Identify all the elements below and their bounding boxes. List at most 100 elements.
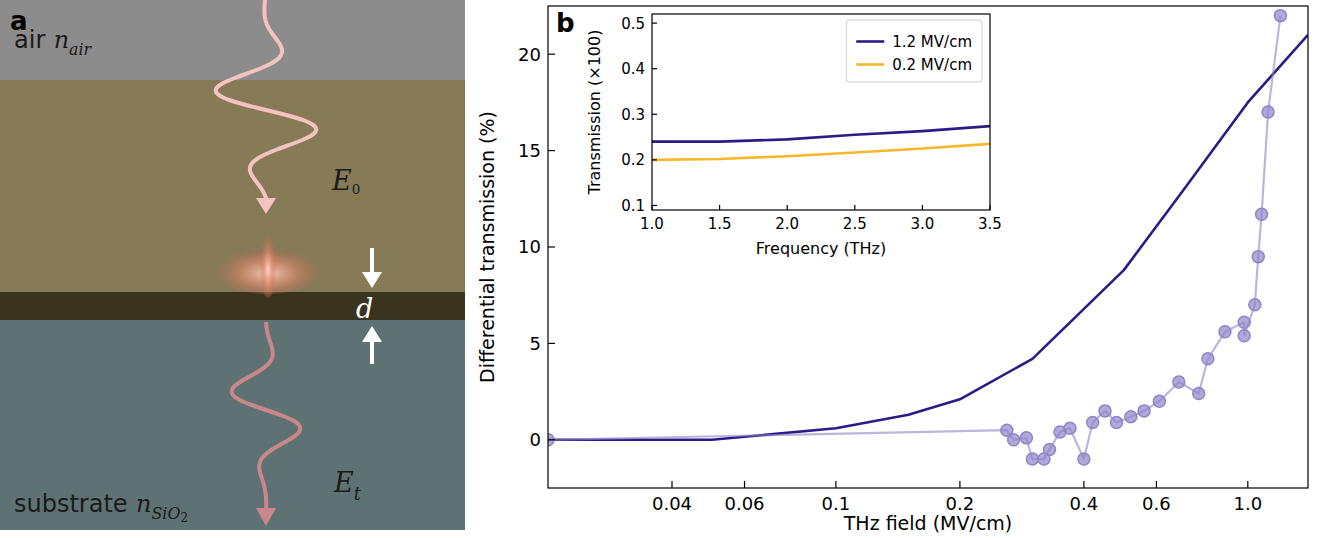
data-point bbox=[1274, 10, 1286, 22]
figure: airnairE0dEtsubstratenSiO2a0.040.060.10.… bbox=[0, 0, 1320, 538]
legend-swatch bbox=[856, 63, 884, 66]
series-line bbox=[652, 144, 990, 160]
glow-core bbox=[259, 226, 277, 298]
label-subscript: SiO bbox=[151, 504, 180, 523]
x-tick bbox=[959, 481, 960, 488]
data-point bbox=[1087, 416, 1099, 428]
x-tick-label: 1.5 bbox=[708, 215, 732, 233]
data-point bbox=[1043, 443, 1055, 455]
data-point bbox=[1193, 388, 1205, 400]
y-tick-label: 0.2 bbox=[621, 151, 645, 169]
label-symbol: E bbox=[333, 467, 354, 498]
panel-letter: a bbox=[10, 6, 28, 36]
x-axis-title: Frequency (THz) bbox=[756, 239, 886, 258]
y-tick-label: 0.3 bbox=[621, 106, 645, 124]
label-subscript-digit: 0 bbox=[352, 181, 361, 197]
data-point bbox=[1138, 405, 1150, 417]
x-tick-label: 0.04 bbox=[652, 493, 692, 514]
label-subscript: t bbox=[354, 483, 362, 504]
diagram-label: substrate nSiO2 bbox=[14, 490, 188, 525]
data-point bbox=[1008, 434, 1020, 446]
legend-label: 1.2 MV/cm bbox=[892, 33, 972, 51]
data-point bbox=[1099, 405, 1111, 417]
x-tick-label: 1.0 bbox=[640, 215, 664, 233]
chart: 1.0 1.5 2.0 2.5 3.0 3.5 0.1 0.2 0.3 0.4 0.5 Frequen… bbox=[578, 8, 1002, 262]
x-tick bbox=[1156, 481, 1157, 488]
panel-letter: b bbox=[556, 8, 575, 38]
legend-swatch bbox=[856, 40, 884, 43]
data-point bbox=[1202, 353, 1214, 365]
y-tick bbox=[652, 68, 657, 69]
x-tick-label: 0.4 bbox=[1070, 493, 1099, 514]
data-point bbox=[1262, 106, 1274, 118]
x-axis-title: THz field (MV/cm) bbox=[843, 512, 1013, 534]
x-tick bbox=[922, 205, 923, 210]
y-tick-label: 0.5 bbox=[621, 15, 645, 33]
y-tick-label: 0.1 bbox=[621, 197, 645, 215]
x-tick-label: 2.0 bbox=[775, 215, 799, 233]
x-tick-label: 0.6 bbox=[1142, 493, 1171, 514]
data-point bbox=[1111, 416, 1123, 428]
data-point bbox=[1173, 376, 1185, 388]
label-subscript-digit: 2 bbox=[180, 511, 188, 525]
legend-label: 0.2 MV/cm bbox=[892, 56, 972, 74]
substrate-region bbox=[0, 320, 465, 530]
data-point bbox=[1238, 330, 1250, 342]
x-tick bbox=[1247, 481, 1248, 488]
x-tick-label: 0.06 bbox=[724, 493, 764, 514]
plot-area bbox=[652, 126, 990, 160]
x-tick bbox=[854, 205, 855, 210]
legend: 1.2 MV/cm 0.2 MV/cm bbox=[846, 20, 982, 82]
transmitted-arrowhead bbox=[256, 508, 276, 526]
d-arrow-top bbox=[370, 248, 374, 276]
data-point bbox=[1125, 411, 1137, 423]
y-tick bbox=[548, 246, 555, 247]
x-tick-label: 3.0 bbox=[910, 215, 934, 233]
x-tick-label: 2.5 bbox=[843, 215, 867, 233]
y-tick bbox=[652, 205, 657, 206]
y-tick-label: 20 bbox=[518, 44, 541, 65]
x-tick-label: 1.0 bbox=[1233, 493, 1262, 514]
y-axis-title: Differential transmission (%) bbox=[476, 111, 498, 383]
x-tick bbox=[744, 481, 745, 488]
x-tick-label: 0.2 bbox=[946, 493, 975, 514]
label-text: substrate bbox=[14, 490, 128, 518]
label-symbol: d bbox=[356, 293, 373, 324]
legend-box bbox=[846, 20, 982, 82]
transmitted-pulse bbox=[232, 322, 301, 510]
x-tick-label: 3.5 bbox=[978, 215, 1002, 233]
x-tick bbox=[989, 205, 990, 210]
layer-d bbox=[0, 292, 465, 320]
label-symbol: n bbox=[136, 490, 151, 518]
data-point bbox=[1256, 208, 1268, 220]
y-tick bbox=[652, 159, 657, 160]
y-tick bbox=[548, 54, 555, 55]
axes-frame bbox=[548, 6, 1308, 488]
series-line bbox=[652, 126, 990, 142]
y-tick-label: 15 bbox=[518, 140, 541, 161]
y-axis-title: Transmission (×100) bbox=[585, 30, 604, 196]
air-region bbox=[0, 0, 465, 80]
panel-a: airnairE0dEtsubstratenSiO2a bbox=[0, 0, 465, 530]
data-point bbox=[1238, 316, 1250, 328]
x-tick bbox=[787, 205, 788, 210]
label-symbol: E bbox=[331, 165, 352, 196]
y-tick-label: 0 bbox=[530, 429, 541, 450]
chart: 0.040.060.10.20.40.61.005101520THz field… bbox=[476, 6, 1308, 534]
x-tick bbox=[835, 481, 836, 488]
d-arrowhead-top bbox=[362, 272, 382, 288]
y-tick-label: 0.4 bbox=[621, 60, 645, 78]
label-subscript: air bbox=[69, 40, 92, 59]
data-point bbox=[1064, 422, 1076, 434]
y-tick bbox=[652, 23, 657, 24]
data-point bbox=[1249, 299, 1261, 311]
data-point bbox=[1219, 326, 1231, 338]
axes-frame bbox=[652, 14, 990, 210]
data-point bbox=[1078, 453, 1090, 465]
label-symbol: n bbox=[54, 26, 69, 54]
data-point bbox=[1026, 453, 1038, 465]
data-point bbox=[1020, 432, 1032, 444]
incident-arrowhead bbox=[256, 198, 276, 214]
x-tick bbox=[671, 481, 672, 488]
diagram-label: d bbox=[356, 293, 373, 324]
